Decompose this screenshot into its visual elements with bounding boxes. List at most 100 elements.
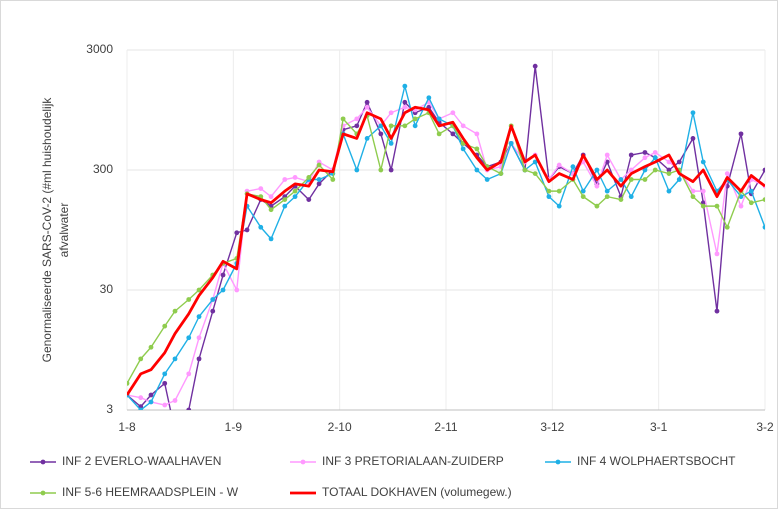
data-point bbox=[762, 197, 765, 202]
data-point bbox=[580, 194, 586, 200]
legend-marker bbox=[300, 459, 306, 465]
data-point bbox=[604, 152, 610, 158]
plot-area bbox=[127, 63, 765, 410]
data-point bbox=[594, 203, 600, 209]
data-point bbox=[690, 136, 696, 141]
data-point bbox=[714, 251, 720, 257]
data-point bbox=[594, 167, 600, 173]
x-tick-label: 2-10 bbox=[328, 420, 352, 434]
data-point bbox=[652, 150, 658, 155]
data-point bbox=[196, 335, 202, 341]
data-point bbox=[316, 177, 322, 182]
data-point bbox=[148, 392, 154, 398]
x-tick-label: 1-9 bbox=[225, 420, 243, 434]
series-line bbox=[127, 105, 765, 396]
data-point bbox=[666, 167, 672, 173]
data-point bbox=[498, 171, 504, 176]
data-point bbox=[570, 164, 576, 170]
data-point bbox=[642, 177, 648, 182]
data-point bbox=[618, 197, 624, 203]
data-point bbox=[412, 116, 418, 122]
data-point bbox=[292, 175, 298, 180]
legend-label: INF 5-6 HEEMRAADSPLEIN - W bbox=[62, 485, 239, 499]
data-point bbox=[628, 177, 634, 182]
data-point bbox=[556, 203, 562, 209]
data-point bbox=[580, 188, 586, 194]
data-point bbox=[268, 236, 274, 242]
data-point bbox=[762, 224, 765, 230]
data-point bbox=[532, 63, 538, 69]
x-tick-label: 3-12 bbox=[540, 420, 564, 434]
data-point bbox=[244, 227, 250, 233]
data-point bbox=[186, 335, 192, 341]
data-point bbox=[450, 131, 456, 137]
data-point bbox=[546, 194, 552, 200]
data-point bbox=[690, 194, 696, 200]
legend-label: INF 2 EVERLO-WAALHAVEN bbox=[62, 454, 221, 468]
data-point bbox=[618, 177, 624, 182]
data-point bbox=[460, 146, 466, 152]
data-point bbox=[450, 110, 456, 116]
data-point bbox=[642, 150, 648, 155]
data-point bbox=[306, 175, 312, 180]
data-point bbox=[700, 200, 706, 206]
data-point bbox=[474, 167, 480, 173]
data-point bbox=[676, 177, 682, 182]
data-point bbox=[330, 177, 336, 182]
data-point bbox=[138, 407, 144, 410]
data-point bbox=[306, 197, 312, 203]
legend-label: INF 4 WOLPHAERTSBOCHT bbox=[577, 454, 736, 468]
data-point bbox=[172, 308, 178, 314]
data-point bbox=[436, 131, 442, 137]
data-point bbox=[234, 230, 240, 236]
x-tick-label: 2-11 bbox=[434, 420, 457, 434]
data-point bbox=[388, 123, 394, 129]
data-point bbox=[196, 356, 202, 362]
data-point bbox=[340, 116, 346, 122]
data-point bbox=[268, 207, 274, 213]
data-point bbox=[714, 308, 720, 314]
data-point bbox=[138, 395, 144, 401]
data-point bbox=[282, 177, 288, 182]
data-point bbox=[652, 167, 658, 173]
data-point bbox=[724, 224, 730, 230]
data-point bbox=[676, 159, 682, 165]
data-point bbox=[522, 167, 528, 173]
legend: INF 2 EVERLO-WAALHAVEN INF 3 PRETORIALAAN… bbox=[30, 454, 736, 499]
data-point bbox=[172, 398, 178, 403]
y-tick-label: 3 bbox=[106, 402, 113, 416]
data-point bbox=[162, 323, 168, 329]
data-point bbox=[196, 314, 202, 320]
data-point bbox=[354, 167, 360, 173]
data-point bbox=[282, 203, 288, 209]
series-line bbox=[127, 101, 765, 406]
data-point bbox=[604, 194, 610, 200]
data-point bbox=[642, 155, 648, 161]
data-point bbox=[220, 272, 226, 278]
data-point bbox=[426, 95, 432, 101]
legend-marker bbox=[40, 490, 46, 496]
data-point bbox=[748, 200, 754, 206]
y-axis-label: Genormaliseerde SARS-CoV-2 (#ml huishoud… bbox=[40, 97, 71, 363]
data-point bbox=[412, 123, 418, 129]
data-point bbox=[162, 371, 168, 377]
data-point bbox=[474, 146, 480, 152]
data-point bbox=[354, 116, 360, 122]
data-point bbox=[532, 159, 538, 165]
x-tick-label: 1-8 bbox=[118, 420, 136, 434]
data-point bbox=[186, 407, 192, 410]
data-point bbox=[292, 194, 298, 200]
data-point bbox=[628, 152, 634, 158]
data-point bbox=[220, 287, 226, 293]
data-point bbox=[700, 188, 706, 194]
data-point bbox=[127, 380, 130, 386]
data-point bbox=[508, 140, 514, 146]
data-point bbox=[402, 123, 408, 129]
data-point bbox=[148, 399, 154, 405]
data-point bbox=[364, 136, 370, 141]
data-point bbox=[402, 99, 408, 105]
data-point bbox=[748, 188, 754, 194]
data-point bbox=[378, 167, 384, 173]
